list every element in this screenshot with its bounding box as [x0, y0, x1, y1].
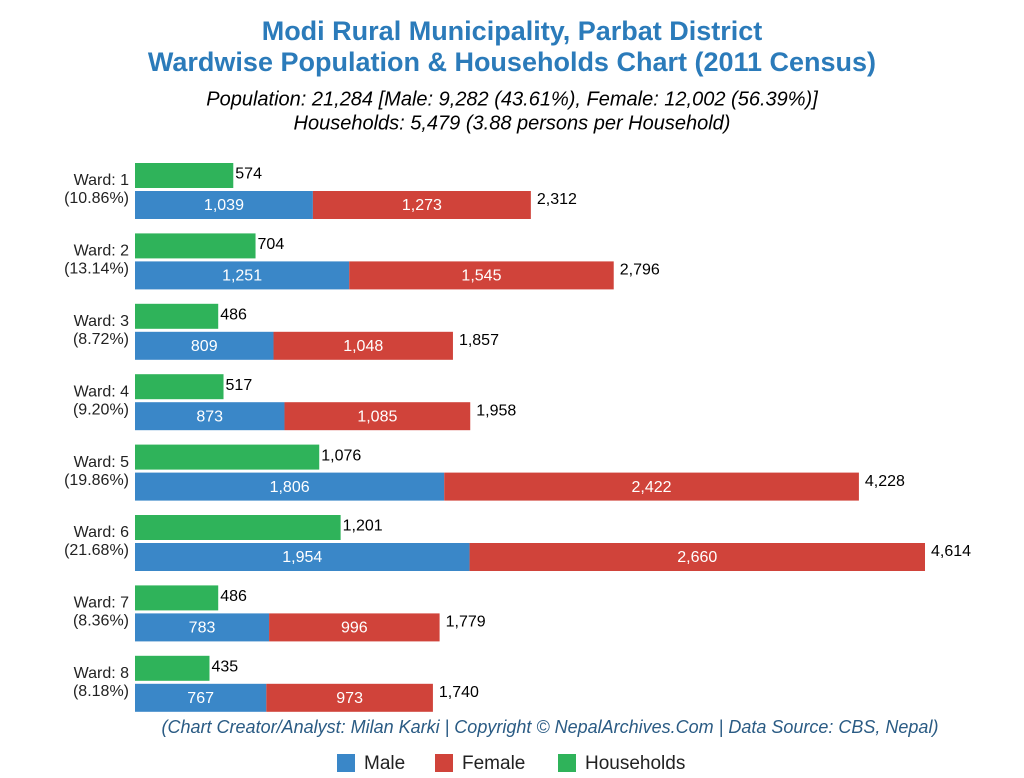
y-tick-label: (8.18%): [73, 683, 129, 700]
bar: [135, 683, 267, 712]
total-label: 2,796: [620, 262, 660, 279]
bar: [135, 163, 234, 188]
chart-subtitle: Population: 21,284 [Male: 9,282 (43.61%)…: [206, 88, 818, 110]
y-tick-label: (8.72%): [73, 331, 129, 348]
value-label: 1,039: [204, 197, 244, 214]
value-label: 783: [189, 620, 216, 637]
value-label: 2,660: [677, 549, 717, 566]
bar: [135, 613, 270, 642]
total-label: 1,779: [446, 614, 486, 631]
value-label: 873: [196, 408, 223, 425]
value-label: 1,273: [402, 197, 442, 214]
value-label: 704: [258, 236, 285, 253]
bar: [135, 261, 350, 290]
value-label: 1,085: [357, 408, 397, 425]
bar: [444, 472, 859, 501]
value-label: 1,954: [282, 549, 322, 566]
y-tick-label: Ward: 4: [74, 383, 130, 400]
value-label: 1,251: [222, 268, 262, 285]
value-label: 1,545: [461, 268, 501, 285]
bar: [266, 683, 433, 712]
legend-label: Male: [364, 753, 405, 773]
y-tick-label: Ward: 5: [74, 454, 130, 471]
y-tick-label: (13.14%): [64, 261, 129, 278]
bar: [135, 515, 341, 540]
y-tick-label: Ward: 3: [74, 313, 130, 330]
caption: (Chart Creator/Analyst: Milan Karki | Co…: [162, 717, 939, 737]
value-label: 2,422: [632, 479, 672, 496]
legend-swatch: [435, 754, 453, 772]
y-tick-label: (8.36%): [73, 613, 129, 630]
total-label: 1,958: [476, 402, 516, 419]
value-label: 486: [220, 588, 247, 605]
value-label: 767: [187, 690, 214, 707]
bar: [269, 613, 440, 642]
bar: [135, 303, 219, 329]
y-tick-label: (19.86%): [64, 472, 129, 489]
bar: [135, 233, 256, 259]
bar: [135, 331, 274, 360]
total-label: 1,740: [439, 684, 479, 701]
value-label: 1,076: [321, 447, 361, 464]
total-label: 2,312: [537, 191, 577, 208]
y-tick-label: Ward: 1: [74, 172, 130, 189]
legend-swatch: [337, 754, 355, 772]
chart-subtitle: Households: 5,479 (3.88 persons per Hous…: [294, 112, 731, 134]
y-tick-label: (21.68%): [64, 542, 129, 559]
y-tick-label: Ward: 8: [74, 665, 130, 682]
y-tick-label: (10.86%): [64, 190, 129, 207]
bar: [284, 402, 471, 431]
bar: [135, 191, 313, 219]
value-label: 1,201: [343, 518, 383, 535]
value-label: 1,806: [270, 479, 310, 496]
chart-title: Modi Rural Municipality, Parbat District: [262, 16, 763, 46]
y-tick-label: Ward: 6: [74, 524, 130, 541]
bar: [135, 402, 285, 431]
legend-label: Female: [462, 753, 525, 773]
value-label: 574: [235, 166, 262, 183]
total-label: 4,614: [931, 543, 971, 560]
value-label: 809: [191, 338, 218, 355]
value-label: 996: [341, 620, 368, 637]
y-tick-label: Ward: 2: [74, 243, 130, 260]
value-label: 517: [226, 377, 253, 394]
bar: [349, 261, 614, 290]
legend-label: Households: [585, 753, 685, 773]
bar: [135, 444, 320, 470]
y-tick-label: Ward: 7: [74, 595, 130, 612]
bar: [135, 472, 445, 501]
legend-swatch: [558, 754, 576, 772]
value-label: 1,048: [343, 338, 383, 355]
bar: [135, 374, 224, 400]
bar: [469, 543, 925, 571]
chart-title: Wardwise Population & Households Chart (…: [148, 47, 876, 77]
bar: [312, 191, 531, 219]
bar: [135, 655, 210, 681]
bar: [273, 331, 453, 360]
bar: [135, 585, 219, 611]
value-label: 435: [211, 659, 238, 676]
value-label: 486: [220, 307, 247, 324]
value-label: 973: [336, 690, 363, 707]
total-label: 4,228: [865, 473, 905, 490]
bar: [135, 543, 470, 571]
y-tick-label: (9.20%): [73, 401, 129, 418]
total-label: 1,857: [459, 332, 499, 349]
